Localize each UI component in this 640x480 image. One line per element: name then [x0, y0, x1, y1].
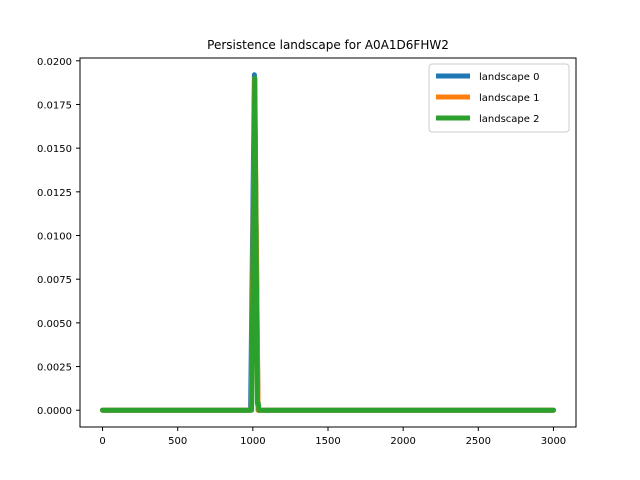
series-line-landscape-2 [100, 75, 556, 413]
x-tick-label: 1500 [315, 436, 340, 447]
x-tick-label: 2000 [390, 436, 415, 447]
plot-area [100, 72, 556, 413]
y-tick-label: 0.0150 [37, 144, 72, 155]
y-tick-label: 0.0100 [37, 232, 72, 243]
y-tick-label: 0.0200 [37, 57, 72, 68]
x-tick-label: 0 [99, 436, 105, 447]
y-tick-label: 0.0075 [37, 275, 72, 286]
legend-label-landscape-2: landscape 2 [479, 114, 539, 125]
legend: landscape 0 landscape 1 landscape 2 [428, 63, 570, 133]
y-tick-label: 0.0175 [37, 100, 72, 111]
x-tick-label: 2500 [466, 436, 491, 447]
legend-label-landscape-0: landscape 0 [479, 72, 539, 83]
legend-box [428, 63, 570, 133]
y-tick-label: 0.0125 [37, 188, 72, 199]
x-axis: 0 500 1000 1500 2000 2500 3000 [99, 427, 566, 447]
legend-label-landscape-1: landscape 1 [479, 93, 539, 104]
y-axis: 0.0000 0.0025 0.0050 0.0075 0.0100 0.0125 0.01… [37, 57, 80, 417]
x-tick-label: 500 [168, 436, 187, 447]
x-tick-label: 3000 [541, 436, 566, 447]
y-tick-label: 0.0050 [37, 319, 72, 330]
x-tick-label: 1000 [240, 436, 265, 447]
y-tick-label: 0.0025 [37, 363, 72, 374]
chart-title: Persistence landscape for A0A1D6FHW2 [207, 38, 449, 52]
y-tick-label: 0.0000 [37, 406, 72, 417]
